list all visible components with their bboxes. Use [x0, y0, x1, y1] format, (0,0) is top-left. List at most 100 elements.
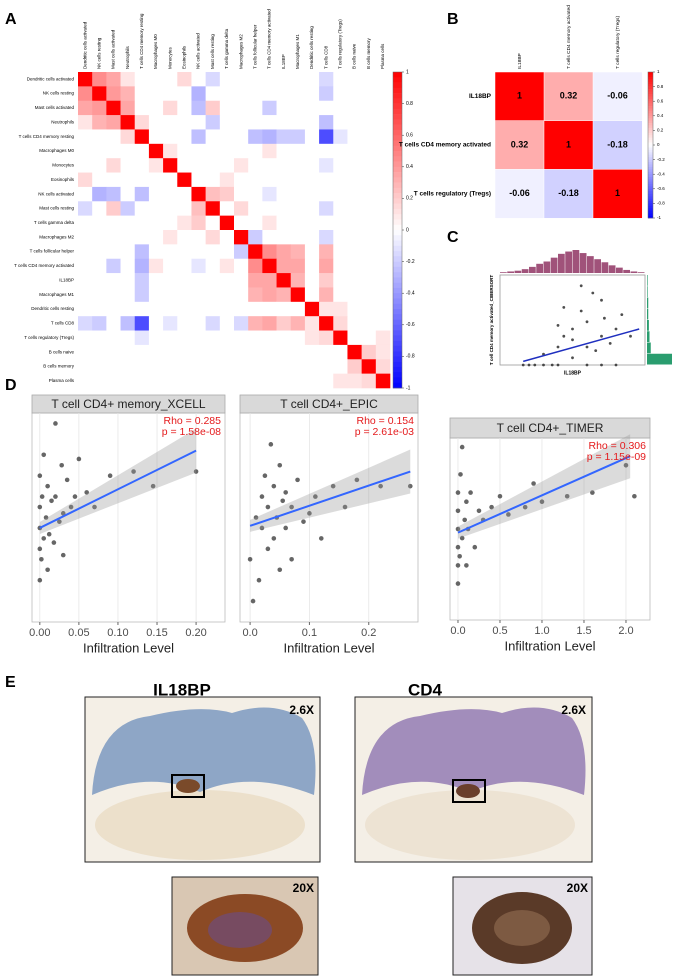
colorbar-step	[393, 272, 402, 278]
heat-cell	[304, 115, 320, 130]
point	[354, 477, 360, 483]
point	[571, 327, 574, 331]
hist-bar	[507, 271, 514, 273]
heat-cell	[333, 143, 348, 159]
heat-cell	[106, 172, 121, 188]
colorbar-step	[648, 208, 653, 211]
heat-cell	[205, 186, 221, 202]
x-tick-label: 0.05	[68, 627, 89, 639]
heat-cell	[347, 330, 362, 346]
point	[271, 536, 277, 541]
plot-area	[239, 412, 419, 623]
hist-bar	[550, 257, 558, 273]
heat-cell	[191, 359, 206, 374]
point	[250, 598, 256, 604]
column-label: B cells naive	[352, 43, 357, 69]
heat-cell	[276, 330, 292, 346]
magnification: 2.6X	[561, 703, 586, 717]
column-label: Mast cells activated	[111, 29, 116, 69]
annotation: p = 1.58e-08	[162, 426, 221, 438]
heat-cell	[106, 316, 121, 331]
heat-cell	[304, 244, 320, 260]
heat-cell	[262, 287, 277, 303]
heat-cell	[234, 215, 249, 231]
point	[497, 493, 503, 499]
colorbar-step	[648, 149, 653, 153]
colorbar-step	[648, 169, 653, 173]
colorbar-step	[393, 314, 402, 320]
heat-cell	[248, 115, 263, 130]
heat-cell	[304, 72, 320, 87]
heat-cell	[78, 201, 93, 216]
heat-cell	[148, 316, 164, 331]
colorbar-label: 0.8	[406, 101, 413, 107]
column-label: IL18BP	[517, 53, 523, 69]
heat-cell	[106, 115, 121, 130]
strip-title: T cell CD4+_TIMER	[497, 421, 604, 435]
heat-cell	[106, 359, 121, 374]
colorbar-step	[393, 98, 402, 104]
heat-cell	[361, 129, 377, 145]
heat-cell	[234, 172, 249, 188]
colorbar-step	[648, 200, 653, 204]
heat-cell	[163, 172, 178, 188]
heat-cell	[92, 100, 107, 116]
heat-cell	[319, 186, 334, 202]
x-tick-label: 1.0	[534, 625, 549, 637]
heat-cell	[262, 186, 277, 202]
row-label: NK cells resting	[43, 91, 75, 96]
heat-cell	[262, 158, 277, 173]
colorbar-step	[648, 203, 653, 207]
heat-cell	[319, 230, 334, 245]
x-tick-label: 0.5	[492, 625, 507, 637]
heat-cell	[347, 301, 362, 317]
heat-cell	[361, 86, 377, 102]
heat-cell	[134, 344, 150, 360]
colorbar-step	[648, 135, 653, 138]
heat-cell	[319, 244, 334, 260]
heat-cell	[120, 215, 136, 231]
heat-cell	[219, 230, 235, 245]
heat-cell	[347, 186, 362, 202]
cell-value: 0.32	[560, 91, 578, 101]
heat-cell	[543, 169, 594, 219]
colorbar-step	[648, 176, 653, 180]
point	[150, 483, 156, 489]
colorbar-step	[648, 84, 653, 87]
cell-value: -0.06	[509, 188, 530, 198]
heat-cell	[361, 186, 377, 202]
heat-cell	[290, 359, 306, 374]
heat-cell	[120, 330, 136, 346]
heat-cell	[375, 186, 391, 202]
colorbar-step	[648, 106, 653, 109]
heat-cell	[234, 258, 249, 274]
heat-cell	[276, 215, 292, 231]
point	[562, 334, 566, 338]
heat-cell	[304, 287, 320, 303]
heat-cell	[191, 72, 206, 87]
heat-cell	[248, 72, 263, 87]
cell-value: -0.18	[558, 188, 579, 198]
point	[283, 525, 288, 531]
heat-cell	[375, 201, 391, 216]
strip	[449, 417, 651, 439]
heat-cell	[304, 86, 320, 102]
heat-cell	[319, 273, 334, 288]
heat-cell	[78, 316, 93, 331]
heat-cell	[205, 129, 221, 145]
colorbar-step	[648, 215, 653, 219]
heat-cell	[347, 230, 362, 245]
heat-cell	[106, 158, 121, 173]
heat-cell	[148, 258, 164, 274]
tissue	[208, 912, 272, 948]
point	[107, 473, 113, 479]
heat-cell	[290, 244, 306, 260]
heat-cell	[592, 71, 643, 122]
point	[37, 546, 43, 552]
heat-cell	[319, 86, 334, 102]
heat-cell	[361, 316, 377, 331]
point	[64, 477, 70, 483]
row-label: T cells regulatory (Tregs)	[24, 335, 74, 340]
heat-cell	[234, 359, 249, 374]
point	[277, 567, 283, 573]
